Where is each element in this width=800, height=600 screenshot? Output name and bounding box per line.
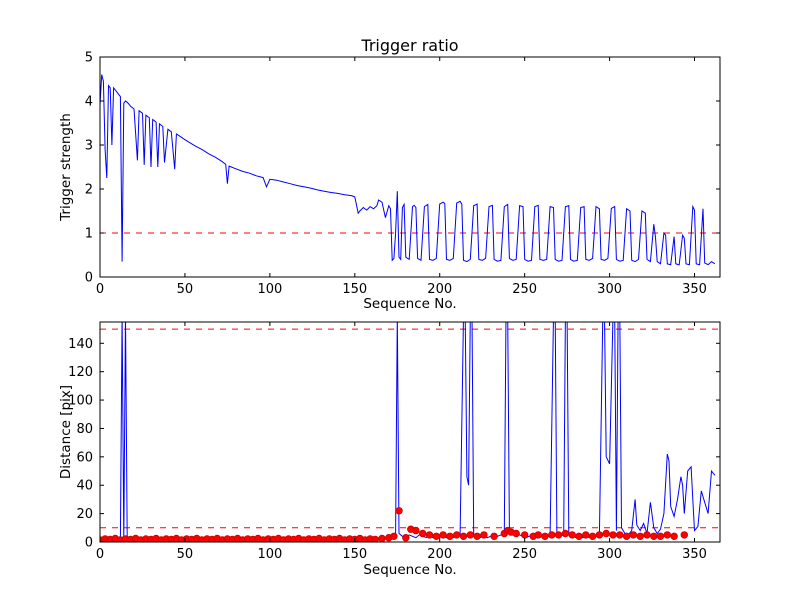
scatter-point — [473, 532, 481, 540]
scatter-point — [541, 532, 549, 540]
y-axis-label-bottom: Distance [pix] — [58, 384, 74, 480]
y-tick-label: 4 — [85, 95, 93, 110]
scatter-point — [390, 532, 398, 540]
scatter-point — [432, 532, 440, 540]
y-tick-label: 0 — [85, 271, 93, 286]
scatter-point — [663, 531, 671, 539]
scatter-point — [425, 531, 434, 539]
x-tick-label: 0 — [96, 547, 104, 562]
x-tick-label: 150 — [342, 547, 367, 562]
scatter-point — [622, 532, 631, 540]
scatter-point — [595, 531, 604, 539]
scatter-point — [582, 531, 590, 539]
scatter-point — [650, 532, 658, 540]
scatter-point — [616, 531, 624, 539]
scatter-point — [453, 531, 461, 539]
scatter-point — [643, 531, 651, 539]
y-tick-label: 20 — [76, 507, 93, 522]
y-tick-label: 80 — [76, 422, 93, 437]
x-axis-label-top: Sequence No. — [363, 296, 457, 312]
scatter-point — [568, 531, 576, 539]
scatter-point — [480, 531, 488, 539]
x-tick-label: 250 — [512, 547, 537, 562]
x-tick-label: 350 — [682, 282, 707, 297]
scatter-point — [439, 531, 447, 539]
scatter-point — [459, 532, 468, 540]
y-tick-label: 0 — [85, 536, 93, 551]
scatter-point — [575, 532, 583, 540]
x-tick-label: 150 — [342, 282, 367, 297]
scatter-point — [680, 531, 688, 539]
x-tick-label: 300 — [597, 282, 622, 297]
y-tick-label: 140 — [68, 337, 93, 352]
scatter-point — [656, 532, 665, 540]
y-tick-label: 40 — [76, 479, 93, 494]
x-tick-label: 50 — [177, 547, 194, 562]
x-tick-label: 50 — [177, 282, 194, 297]
distance-line — [100, 322, 716, 541]
x-axis-label-bottom: Sequence No. — [363, 562, 457, 578]
y-tick-label: 2 — [85, 183, 93, 198]
chart-title: Trigger ratio — [361, 36, 459, 55]
axes-frame — [99, 56, 721, 278]
scatter-point — [534, 531, 542, 539]
scatter-point — [548, 531, 556, 539]
scatter-point — [512, 529, 520, 538]
y-tick-label: 100 — [68, 394, 93, 409]
scatter-point — [609, 531, 617, 539]
scatter-point — [402, 534, 410, 542]
y-tick-label: 5 — [85, 51, 93, 66]
x-tick-label: 350 — [682, 547, 707, 562]
scatter-point — [412, 526, 420, 535]
x-tick-label: 0 — [96, 282, 104, 297]
scatter-point — [636, 532, 644, 540]
y-tick-label: 1 — [85, 227, 93, 242]
x-tick-label: 200 — [427, 282, 452, 297]
scatter-point — [446, 532, 454, 540]
scatter-point — [466, 531, 474, 539]
x-tick-label: 300 — [597, 547, 622, 562]
scatter-point — [670, 532, 678, 540]
scatter-point — [521, 531, 529, 539]
scatter-point — [554, 531, 563, 539]
y-axis-label-top: Trigger strength — [58, 113, 74, 221]
scatter-point — [629, 531, 638, 539]
scatter-point — [602, 529, 610, 538]
x-tick-label: 250 — [512, 282, 537, 297]
x-tick-label: 100 — [257, 282, 282, 297]
scatter-point — [378, 534, 386, 542]
scatter-point — [561, 529, 570, 538]
x-tick-label: 200 — [427, 547, 452, 562]
scatter-point — [395, 507, 403, 515]
y-tick-label: 3 — [85, 139, 93, 154]
scatter-point — [419, 529, 427, 538]
x-tick-label: 100 — [257, 547, 282, 562]
scatter-point — [490, 532, 498, 540]
axes-frame — [99, 321, 721, 543]
trigger-strength-line — [100, 74, 716, 266]
scatter-point — [588, 532, 597, 540]
y-tick-label: 60 — [76, 450, 93, 465]
y-tick-label: 120 — [68, 365, 93, 380]
